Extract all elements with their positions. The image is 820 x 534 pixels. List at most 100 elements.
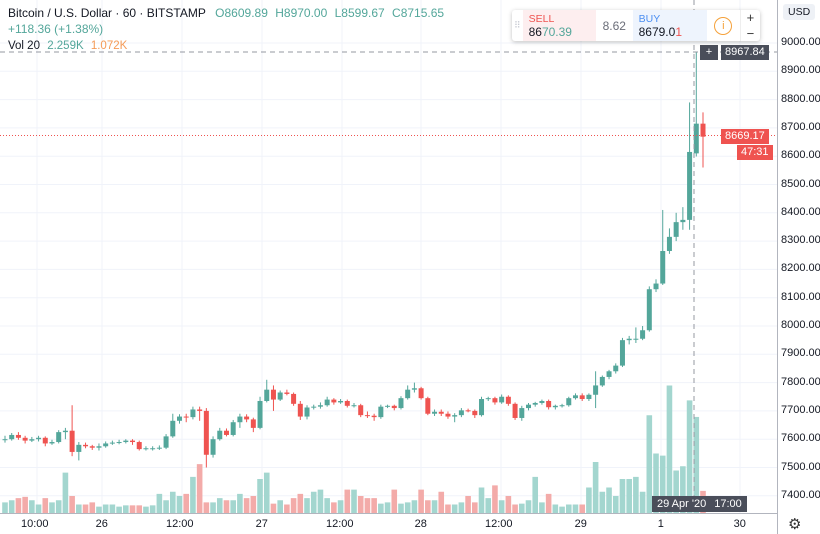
volume-bar	[659, 455, 666, 513]
candle-body	[304, 407, 310, 417]
info-icon: i	[714, 16, 733, 35]
candle	[284, 389, 290, 396]
volume-bar	[223, 500, 230, 513]
candle	[425, 396, 431, 416]
price-tick-label: 7700.00	[781, 403, 820, 416]
candle	[411, 382, 417, 393]
candle-body	[666, 236, 672, 252]
candle	[640, 326, 646, 341]
info-button[interactable]: i	[707, 10, 740, 41]
candle-body	[203, 410, 209, 455]
candle	[230, 419, 236, 437]
buy-label: BUY	[638, 13, 661, 25]
candle	[250, 417, 256, 433]
price-tick-label: 8600.00	[781, 149, 820, 162]
candle	[277, 390, 283, 401]
candle	[586, 393, 592, 401]
candle-body	[49, 442, 55, 444]
currency-badge[interactable]: USD	[783, 4, 816, 20]
candle	[89, 444, 95, 450]
volume-bar	[290, 498, 297, 513]
volume-bar	[559, 506, 565, 513]
volume-bar	[250, 496, 257, 513]
volume-bar	[693, 416, 700, 513]
candle-body	[351, 405, 357, 407]
candle	[378, 404, 384, 419]
candle	[364, 411, 370, 418]
quantity-minus-button[interactable]: −	[746, 25, 755, 41]
candle-body	[646, 289, 652, 331]
candle	[505, 395, 511, 406]
volume-bar	[404, 502, 411, 513]
candle	[244, 414, 250, 423]
candle	[156, 445, 162, 450]
candle	[143, 446, 149, 451]
volume-bar	[599, 491, 606, 513]
symbol-title[interactable]: Bitcoin / U.S. Dollar · 60 · BITSTAMP	[8, 6, 206, 20]
candle-body	[432, 411, 438, 414]
volume-bar	[378, 503, 384, 513]
candle	[130, 439, 136, 445]
candle	[465, 408, 471, 413]
volume-legend[interactable]: Vol 20 2.259K 1.072K	[8, 40, 508, 52]
volume-bar	[136, 505, 143, 513]
candle-body	[411, 388, 417, 390]
candle-body	[257, 400, 263, 428]
candle	[445, 411, 451, 419]
candle-body	[264, 389, 270, 401]
volume-bar	[324, 498, 330, 513]
candle-body	[693, 123, 699, 154]
candle	[626, 335, 632, 345]
candle-body	[640, 330, 646, 339]
sell-button[interactable]: SELL 8670.39	[522, 10, 597, 41]
sell-price-tail: 70.39	[541, 25, 572, 39]
candle-body	[15, 434, 21, 438]
volume-bar	[49, 502, 55, 513]
candles	[2, 51, 706, 468]
candle-body	[405, 389, 411, 399]
drag-handle-icon[interactable]: ⠿	[514, 20, 521, 30]
add-alert-button[interactable]: +	[700, 45, 718, 60]
candle-body	[458, 410, 464, 416]
candle-body	[599, 376, 605, 386]
candle-body	[358, 405, 364, 416]
candle-body	[116, 442, 122, 444]
candle-body	[546, 400, 552, 408]
candle	[9, 432, 15, 441]
volume-bar	[96, 506, 102, 513]
volume-bar	[633, 476, 639, 513]
candle-body	[519, 408, 525, 418]
volume-bar	[364, 498, 371, 513]
volume-bar	[492, 485, 498, 513]
candle	[351, 402, 357, 408]
candle	[338, 399, 344, 404]
volume-bar	[176, 496, 183, 513]
volume-bar	[586, 487, 592, 513]
quantity-plus-button[interactable]: +	[746, 10, 755, 26]
volume-bar	[109, 504, 116, 513]
candle-body	[619, 340, 625, 366]
volume-bar	[680, 466, 686, 513]
settings-gear-icon[interactable]: ⚙	[788, 516, 802, 533]
volume-bar	[297, 493, 304, 513]
volume-bar	[465, 496, 471, 513]
price-tick-label: 8800.00	[781, 92, 820, 105]
candle-body	[277, 392, 283, 400]
candle-body	[391, 405, 397, 409]
ohlc-high: H8970.00	[275, 6, 328, 20]
buy-button[interactable]: BUY 8679.01	[632, 10, 707, 41]
volume-bar	[35, 504, 42, 513]
candle-body	[653, 283, 659, 290]
candle	[660, 209, 666, 285]
candle-body	[311, 406, 317, 408]
candle-body	[89, 446, 95, 448]
candle	[646, 286, 652, 332]
volume-value: 2.259K	[47, 40, 84, 52]
buy-price-main: 8679.0	[638, 25, 676, 39]
candle	[257, 396, 263, 430]
candle	[304, 405, 310, 420]
candle	[405, 385, 411, 400]
volume-bar	[304, 498, 310, 513]
candle	[391, 404, 397, 411]
